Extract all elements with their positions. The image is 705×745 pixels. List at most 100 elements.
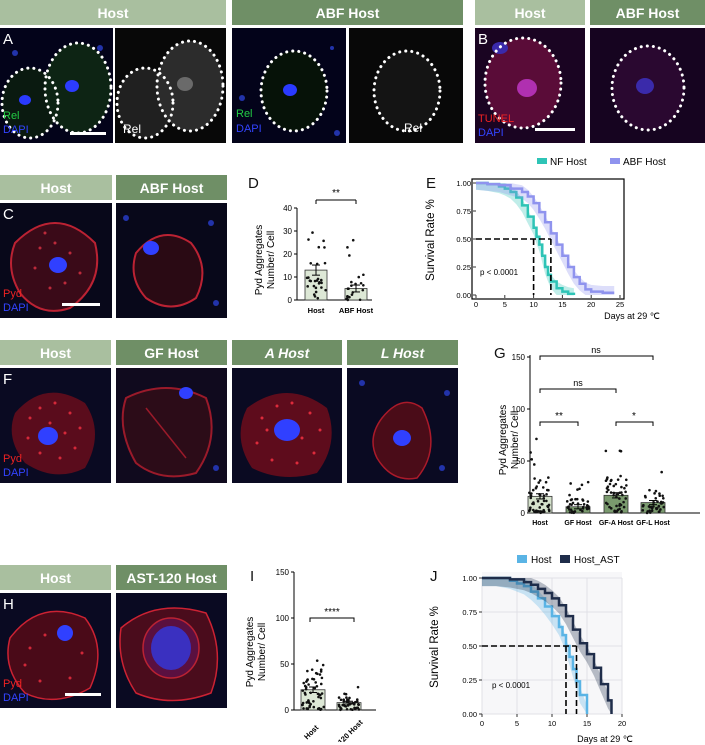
- panel-letter-d: D: [248, 175, 259, 192]
- data-point: [569, 498, 573, 502]
- data-point: [315, 659, 319, 662]
- channel-rel: Rel: [3, 110, 20, 122]
- channel-rel-gray: Rel: [123, 122, 142, 136]
- tick-label: 100: [512, 405, 526, 414]
- data-point: [346, 298, 350, 302]
- tick-label: 40: [283, 204, 292, 213]
- chart-g-cat-1: GF Host: [564, 520, 592, 527]
- chart-g-ylabel-1: Pyd Aggregates: [498, 405, 509, 476]
- header-c-host: Host: [0, 175, 112, 200]
- channel-rel-abf-gray: Rel: [404, 121, 423, 135]
- legend-host-swatch: [517, 555, 527, 563]
- data-point: [305, 701, 309, 704]
- data-point: [351, 708, 354, 712]
- data-point: [314, 286, 318, 290]
- data-point: [620, 485, 623, 489]
- chart-d-cat-0: Host: [308, 306, 325, 315]
- data-point: [311, 231, 314, 234]
- header-h-host: Host: [0, 565, 111, 590]
- tick-label: 1.00: [462, 574, 477, 583]
- data-point: [530, 458, 534, 461]
- data-point: [609, 491, 613, 494]
- panel-letter-j: J: [430, 568, 438, 585]
- data-point: [356, 685, 360, 689]
- legend-nf: NF Host: [550, 157, 587, 168]
- data-point: [308, 704, 312, 708]
- data-point: [346, 700, 350, 703]
- tick-label: 0.50: [462, 642, 477, 651]
- micrograph-a-host-rel: Rel: [115, 28, 226, 143]
- data-point: [319, 668, 323, 671]
- header-a-abf: ABF Host: [232, 0, 463, 25]
- data-point: [662, 496, 665, 500]
- chart-i-cat-1: AST-120 Host: [324, 718, 365, 742]
- tick-label: 20: [618, 719, 626, 728]
- chart-e: NF Host ABF Host Survival Rate % 0.00 0.2…: [425, 157, 666, 321]
- micrograph-f-gf: [116, 368, 227, 483]
- chart-g-bracket-ns-top: [539, 355, 654, 360]
- data-point: [619, 474, 622, 478]
- data-point: [312, 284, 316, 288]
- tick-label: 20: [587, 300, 595, 309]
- header-a-host: Host: [0, 0, 226, 25]
- data-point: [658, 492, 661, 495]
- data-point: [545, 488, 549, 492]
- data-point: [643, 494, 647, 498]
- data-point: [531, 488, 535, 492]
- data-point: [578, 487, 581, 491]
- data-point: [542, 499, 546, 503]
- data-point: [576, 488, 579, 491]
- data-point: [529, 496, 533, 500]
- legend-host: Host: [531, 555, 552, 566]
- data-point: [348, 696, 351, 700]
- chart-g-sig-right: *: [632, 411, 636, 422]
- data-point: [318, 673, 322, 676]
- data-point: [346, 246, 349, 249]
- chart-i-ylabel-1: Pyd Aggregates: [245, 617, 256, 688]
- data-point: [586, 500, 590, 503]
- channel-rel-abf: Rel: [236, 108, 253, 120]
- data-point: [347, 287, 350, 290]
- chart-j: Host Host_AST Survival Rate % 0.00 0.25 0.…: [429, 555, 633, 744]
- micrograph-c-abf: [116, 203, 227, 318]
- data-point: [337, 696, 341, 699]
- chart-i-cat-0: Host: [302, 723, 321, 742]
- data-point: [612, 493, 615, 497]
- header-f-l: L Host: [347, 340, 458, 365]
- data-point: [585, 506, 588, 509]
- data-point: [358, 298, 362, 302]
- data-point: [531, 502, 534, 506]
- micrograph-f-host: F Pyd DAPI: [0, 368, 111, 483]
- data-point: [357, 275, 361, 279]
- data-point: [565, 500, 569, 503]
- data-point: [615, 510, 619, 513]
- data-point: [339, 698, 343, 702]
- panel-letter-h: H: [3, 596, 14, 613]
- tick-label: 25: [616, 300, 624, 309]
- survival-curve: [482, 576, 613, 714]
- data-point: [317, 245, 321, 249]
- chart-j-pval: p < 0.0001: [492, 681, 531, 690]
- header-h-ast: AST-120 Host: [116, 565, 227, 590]
- data-point: [624, 490, 627, 494]
- tick-label: 0.75: [456, 207, 471, 216]
- data-point: [309, 262, 313, 265]
- data-point: [342, 698, 346, 701]
- data-point: [568, 511, 572, 514]
- data-point: [540, 502, 544, 506]
- data-point: [349, 702, 352, 705]
- data-point: [345, 696, 348, 699]
- data-point: [307, 701, 311, 705]
- data-point: [307, 683, 310, 686]
- chart-g-cat-3: GF-L Host: [636, 520, 670, 527]
- micrograph-b-abf: [590, 28, 705, 143]
- tick-label: 1.00: [456, 179, 471, 188]
- data-point: [607, 488, 610, 492]
- survival-curve: [476, 181, 615, 295]
- channel-tunel: TUNEL: [478, 113, 515, 125]
- data-point: [315, 685, 319, 688]
- data-point: [604, 501, 608, 505]
- data-point: [322, 705, 326, 709]
- data-point: [311, 677, 314, 681]
- data-point: [660, 470, 663, 474]
